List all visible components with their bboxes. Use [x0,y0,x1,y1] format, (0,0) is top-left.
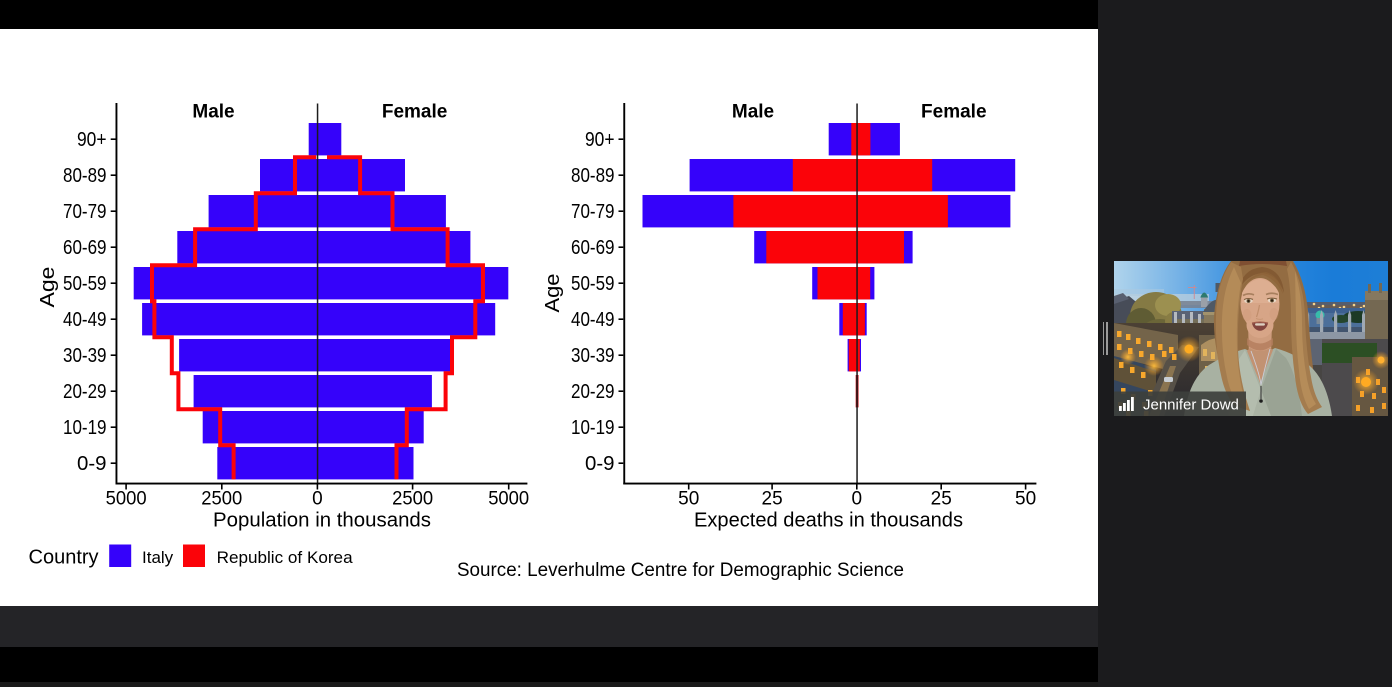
svg-text:25: 25 [762,488,783,509]
svg-text:70-79: 70-79 [571,201,615,223]
svg-text:50-59: 50-59 [63,273,107,295]
svg-text:Source: Leverhulme Centre for: Source: Leverhulme Centre for Demographi… [457,559,904,581]
svg-text:50: 50 [678,488,699,509]
svg-text:0: 0 [852,488,863,509]
svg-text:Male: Male [192,102,234,123]
svg-text:90+: 90+ [77,129,107,151]
svg-text:Expected deaths in thousands: Expected deaths in thousands [694,510,963,532]
svg-text:70-79: 70-79 [63,201,107,223]
svg-text:30-39: 30-39 [571,345,615,367]
svg-text:20-29: 20-29 [571,381,615,403]
svg-text:Male: Male [732,102,774,123]
svg-text:Country: Country [29,547,99,569]
svg-text:50-59: 50-59 [571,273,615,295]
svg-text:10-19: 10-19 [571,417,615,439]
svg-text:10-19: 10-19 [63,417,107,439]
svg-text:90+: 90+ [585,129,615,151]
svg-text:5000: 5000 [106,488,147,509]
svg-text:Female: Female [382,102,447,123]
svg-text:Republic of Korea: Republic of Korea [217,548,354,567]
svg-text:60-69: 60-69 [571,237,615,259]
svg-text:Age: Age [37,267,59,308]
svg-text:Italy: Italy [142,548,174,567]
svg-text:40-49: 40-49 [571,309,615,331]
svg-text:2500: 2500 [392,488,433,509]
svg-text:5000: 5000 [488,488,529,509]
svg-text:Jennifer Dowd: Jennifer Dowd [1143,397,1239,414]
svg-text:Female: Female [921,102,986,123]
svg-text:0-9: 0-9 [585,453,615,475]
svg-text:30-39: 30-39 [63,345,107,367]
svg-text:50: 50 [1015,488,1036,509]
svg-text:0: 0 [312,488,323,509]
svg-text:0-9: 0-9 [77,453,107,475]
svg-text:20-29: 20-29 [63,381,107,403]
svg-text:2500: 2500 [201,488,242,509]
svg-text:80-89: 80-89 [63,165,107,187]
svg-text:25: 25 [931,488,952,509]
svg-text:40-49: 40-49 [63,309,107,331]
svg-text:Age: Age [542,274,564,313]
svg-text:60-69: 60-69 [63,237,107,259]
svg-text:Population in thousands: Population in thousands [213,510,431,532]
svg-text:80-89: 80-89 [571,165,615,187]
